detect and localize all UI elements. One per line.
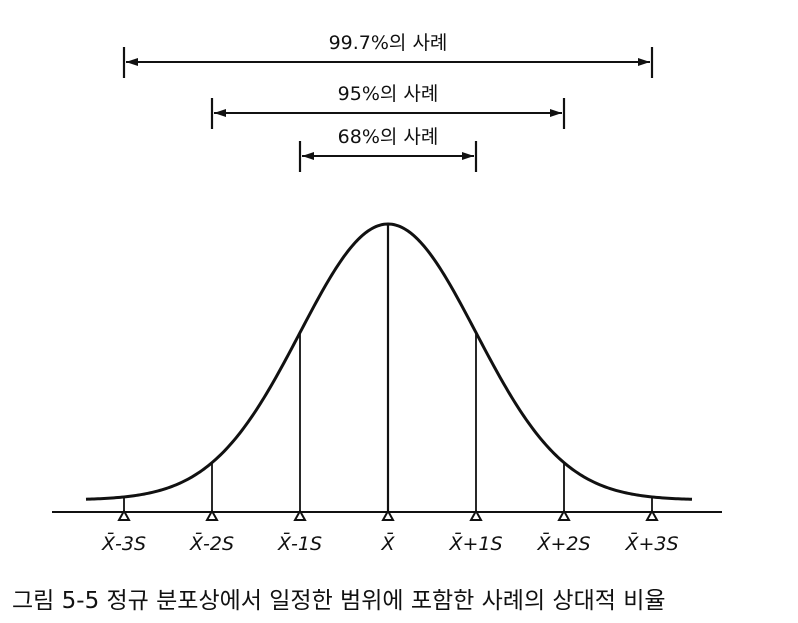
tick-marker bbox=[293, 508, 307, 521]
tick-label: X̄ bbox=[380, 531, 395, 555]
arrow-left-icon bbox=[214, 109, 226, 117]
tick-5: X̄+2S bbox=[536, 462, 591, 555]
tick-label: X̄+1S bbox=[448, 531, 502, 555]
tick-marker bbox=[469, 508, 483, 521]
figure-caption: 그림 5-5 정규 분포상에서 일정한 범위에 포함한 사례의 상대적 비율 bbox=[12, 588, 666, 614]
tick-2: X̄-1S bbox=[277, 332, 322, 555]
arrow-right-icon bbox=[638, 58, 650, 66]
arrow-left-icon bbox=[302, 152, 314, 160]
tick-marker bbox=[205, 508, 219, 521]
tick-marker bbox=[381, 508, 395, 521]
range-bracket-3sigma: 99.7%의 사례 bbox=[122, 32, 654, 78]
range-label: 68%의 사례 bbox=[338, 126, 439, 148]
tick-6: X̄+3S bbox=[624, 496, 679, 555]
tick-4: X̄+1S bbox=[448, 332, 503, 555]
tick-marker bbox=[645, 508, 659, 521]
range-bracket-2sigma: 95%의 사례 bbox=[210, 83, 566, 129]
tick-1: X̄-2S bbox=[189, 462, 234, 555]
arrow-left-icon bbox=[126, 58, 138, 66]
tick-label: X̄+2S bbox=[536, 531, 590, 555]
tick-label: X̄-2S bbox=[189, 531, 234, 555]
tick-label: X̄-3S bbox=[101, 531, 146, 555]
tick-label: X̄-1S bbox=[277, 531, 322, 555]
tick-marker bbox=[117, 508, 131, 521]
tick-3: X̄ bbox=[380, 224, 395, 555]
arrow-right-icon bbox=[462, 152, 474, 160]
tick-0: X̄-3S bbox=[101, 496, 146, 555]
range-bracket-1sigma: 68%의 사례 bbox=[298, 126, 478, 172]
tick-label: X̄+3S bbox=[624, 531, 678, 555]
range-label: 95%의 사례 bbox=[338, 83, 439, 105]
arrow-right-icon bbox=[550, 109, 562, 117]
tick-marker bbox=[557, 508, 571, 521]
range-label: 99.7%의 사례 bbox=[329, 32, 448, 54]
